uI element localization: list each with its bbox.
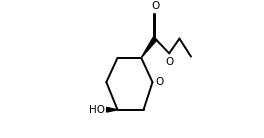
Text: O: O <box>151 1 159 11</box>
Text: O: O <box>165 57 173 67</box>
Text: HO: HO <box>89 105 105 115</box>
Polygon shape <box>141 37 157 58</box>
Polygon shape <box>107 108 117 112</box>
Text: O: O <box>155 77 164 87</box>
